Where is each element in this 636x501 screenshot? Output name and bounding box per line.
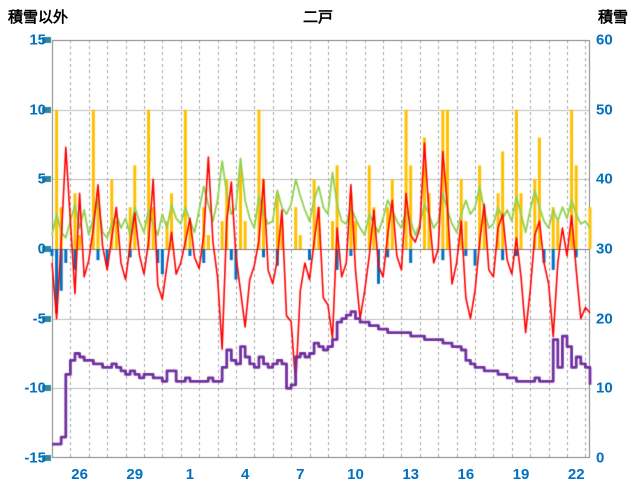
y-axis-left-tick-label: -5 [32, 310, 46, 328]
x-axis-tick-label: 10 [347, 466, 364, 483]
x-axis-tick-label: 19 [512, 466, 530, 483]
x-axis-tick-label: 26 [71, 466, 88, 483]
y-axis-left-tick-label: 10 [29, 101, 46, 119]
x-axis-tick-label: 13 [402, 466, 419, 483]
y-axis-left-tick-label: 5 [37, 170, 46, 188]
y-axis-right-tick-label: 60 [596, 31, 613, 49]
x-axis-tick-label: 29 [126, 466, 144, 483]
x-axis-tick-label: 4 [240, 466, 250, 483]
y-axis-right-tick-label: 0 [596, 449, 605, 467]
y-axis-right-tick-label: 20 [596, 310, 613, 328]
y-axis-right-tick-label: 40 [596, 170, 613, 188]
y-axis-right-tick-label: 50 [596, 101, 613, 119]
x-axis-tick-label: 7 [296, 466, 305, 483]
y-axis-left-tick-label: 0 [37, 240, 46, 258]
y-axis-right-tick-label: 10 [596, 379, 613, 397]
y-axis-left-tick-label: 15 [29, 31, 46, 49]
y-axis-left-tick-label: -15 [24, 449, 46, 467]
x-axis-tick-label: 22 [567, 466, 585, 483]
y-axis-left-tick-label: -10 [24, 379, 46, 397]
x-axis-tick-label: 1 [185, 466, 195, 483]
y-axis-right-tick-label: 30 [596, 240, 613, 258]
x-axis-tick-label: 16 [457, 466, 475, 483]
